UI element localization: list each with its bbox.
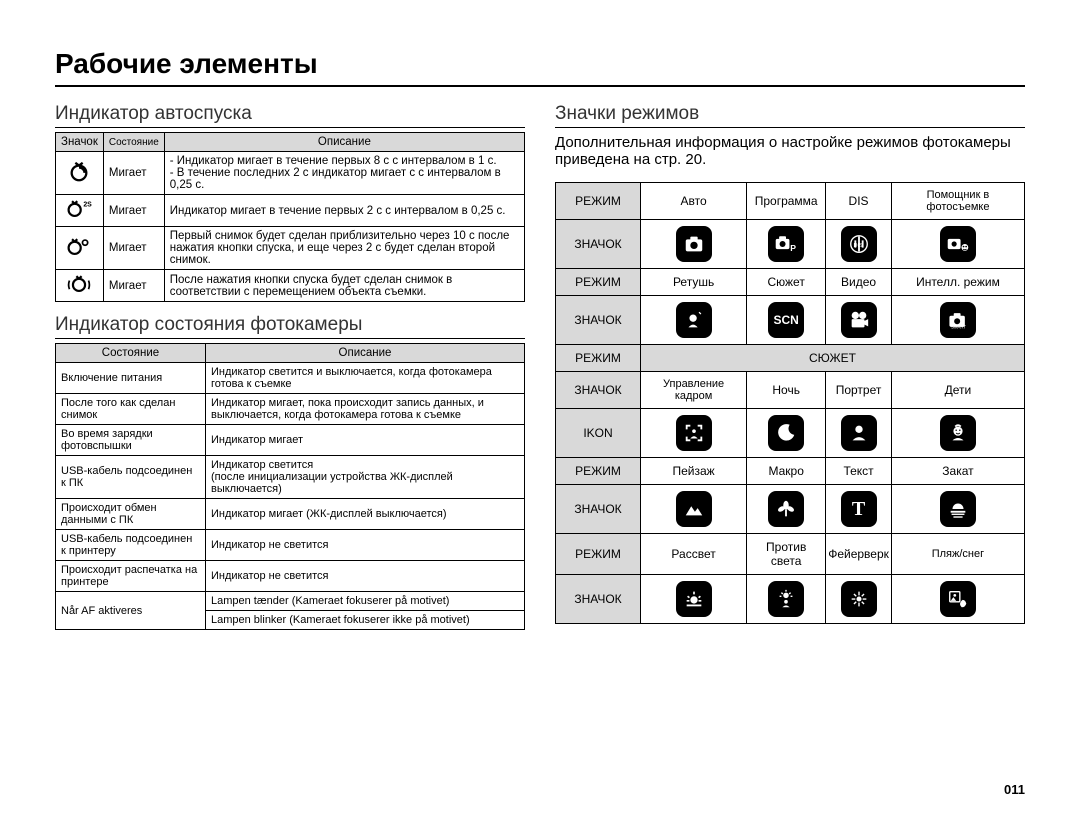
hdr-icon: ЗНАЧОК	[556, 220, 641, 269]
text-icon: T	[841, 491, 877, 527]
table-row: USB-кабель подсоединен к принтеруИндикат…	[56, 530, 525, 561]
modes-table: РЕЖИМ Авто Программа DIS Помощник в фото…	[555, 182, 1025, 624]
th-icon: Значок	[56, 133, 104, 152]
timer-double-icon	[66, 249, 92, 261]
dawn-icon	[676, 581, 712, 617]
program-icon: P	[768, 226, 804, 262]
auto-icon	[676, 226, 712, 262]
section-modes-title: Значки режимов	[555, 103, 1025, 128]
table-row: Мигает После нажатия кнопки спуска будет…	[56, 270, 525, 302]
section-selftimer-title: Индикатор автоспуска	[55, 103, 525, 128]
table-row: Мигает - Индикатор мигает в течение перв…	[56, 152, 525, 195]
scene-icon: SCN	[768, 302, 804, 338]
table-row: USB-кабель подсоединен к ПКИндикатор све…	[56, 456, 525, 499]
page-number: 011	[1004, 782, 1025, 797]
modes-intro-text: Дополнительная информация о настройке ре…	[555, 134, 1025, 168]
smart-icon: SMART	[940, 302, 976, 338]
sunset-icon	[940, 491, 976, 527]
svg-text:2S: 2S	[84, 201, 93, 208]
guide-icon	[940, 226, 976, 262]
section-status-title: Индикатор состояния фотокамеры	[55, 314, 525, 339]
th-desc: Описание	[164, 133, 524, 152]
table-row: Происходит распечатка на принтереИндикат…	[56, 561, 525, 592]
selftimer-table: Значок Состояние Описание Мигает - Индик…	[55, 132, 525, 302]
movie-icon	[841, 302, 877, 338]
page-title: Рабочие элементы	[55, 48, 1025, 87]
portrait-icon	[841, 415, 877, 451]
table-row: Происходит обмен данными с ПКИндикатор м…	[56, 499, 525, 530]
svg-text:P: P	[790, 243, 796, 253]
macro-icon	[768, 491, 804, 527]
table-row: Включение питанияИндикатор светится и вы…	[56, 363, 525, 394]
table-row: Мигает Первый снимок будет сделан прибли…	[56, 227, 525, 270]
frame-guide-icon	[676, 415, 712, 451]
table-row: Når AF aktiveresLampen tænder (Kameraet …	[56, 592, 525, 611]
status-table: Состояние Описание Включение питанияИнди…	[55, 343, 525, 630]
beach-snow-icon	[940, 581, 976, 617]
backlight-icon	[768, 581, 804, 617]
dis-icon: DIS	[841, 226, 877, 262]
svg-text:DIS: DIS	[853, 243, 863, 249]
timer-motion-icon	[66, 286, 92, 298]
children-icon	[940, 415, 976, 451]
th-state: Состояние	[56, 344, 206, 363]
table-row: Во время зарядки фотовспышкиИндикатор ми…	[56, 425, 525, 456]
table-row: После того как сделан снимокИндикатор ми…	[56, 394, 525, 425]
beauty-icon	[676, 302, 712, 338]
firework-icon	[841, 581, 877, 617]
table-row: 2S Мигает Индикатор мигает в течение пер…	[56, 195, 525, 227]
hdr-mode: РЕЖИМ	[556, 183, 641, 220]
landscape-icon	[676, 491, 712, 527]
timer-2s-icon: 2S	[66, 211, 92, 223]
night-icon	[768, 415, 804, 451]
th-state: Состояние	[103, 133, 164, 152]
svg-text:SMART: SMART	[951, 325, 966, 330]
timer-icon	[68, 174, 90, 186]
th-desc: Описание	[206, 344, 525, 363]
